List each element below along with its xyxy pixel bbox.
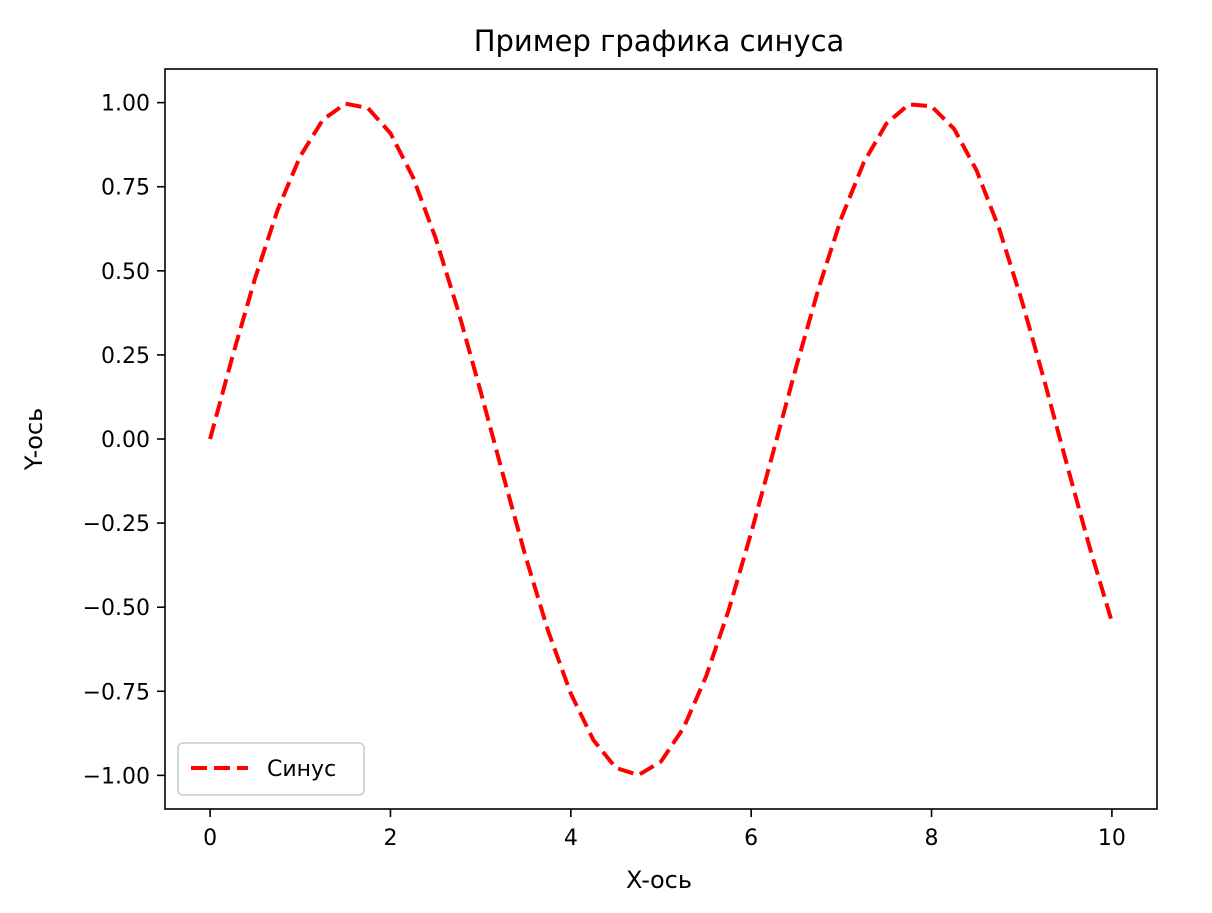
x-axis-ticks: 0 2 4 6 8 10 (203, 809, 1126, 851)
x-axis-label: X-ось (626, 866, 692, 894)
y-tick-label: 0.00 (101, 428, 150, 453)
x-tick-label: 4 (564, 826, 578, 851)
legend: Синус (177, 742, 365, 796)
legend-label-sine: Синус (267, 757, 336, 782)
x-tick-label: 6 (744, 826, 758, 851)
y-tick-label: −0.75 (83, 680, 150, 705)
y-tick-label: −0.50 (83, 596, 150, 621)
y-tick-label: 1.00 (101, 92, 150, 117)
x-tick-label: 0 (203, 826, 217, 851)
x-tick-label: 10 (1098, 826, 1126, 851)
y-tick-label: 0.75 (101, 176, 150, 201)
y-tick-label: 0.50 (101, 260, 150, 285)
x-tick-label: 8 (925, 826, 939, 851)
legend-box (177, 742, 365, 796)
y-tick-label: 0.25 (101, 344, 150, 369)
y-axis-label: Y-ось (20, 408, 48, 472)
x-tick-label: 2 (383, 826, 397, 851)
y-tick-label: −0.25 (83, 512, 150, 537)
plot-area (164, 68, 1158, 810)
y-tick-label: −1.00 (83, 764, 150, 789)
chart-title: Пример графика синуса (474, 24, 845, 58)
series-line-sine (208, 101, 1114, 778)
y-axis-ticks: 1.00 0.75 0.50 0.25 0.00 −0.25 −0.50 −0.75 −1.00 (83, 92, 165, 789)
